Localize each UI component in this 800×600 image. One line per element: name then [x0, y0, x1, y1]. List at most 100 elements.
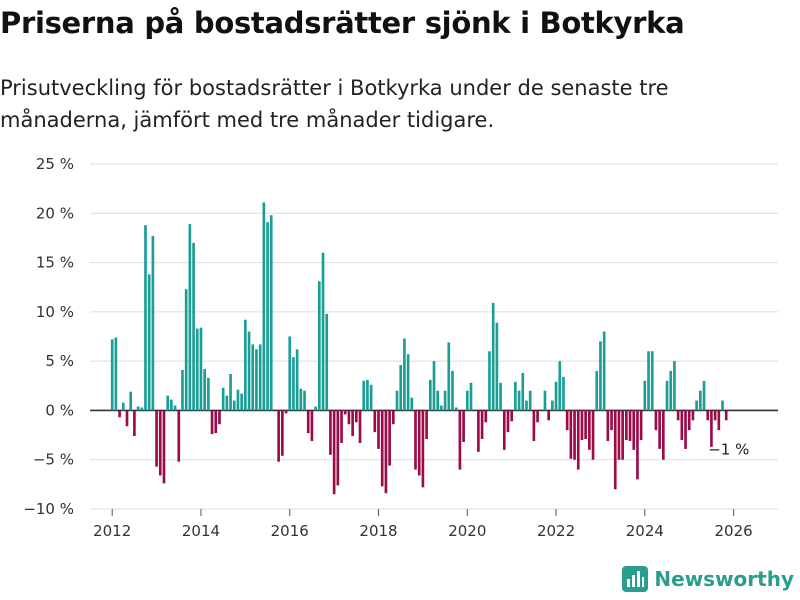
bar	[647, 351, 650, 411]
bar	[121, 402, 125, 411]
bar	[295, 349, 299, 411]
y-tick-label: −10 %	[23, 500, 74, 518]
bar	[454, 407, 458, 411]
bar	[310, 410, 314, 441]
bar	[166, 395, 170, 411]
bar	[599, 341, 602, 411]
bar	[277, 410, 280, 462]
bar	[469, 382, 473, 411]
bar	[443, 390, 447, 411]
bar	[188, 224, 192, 411]
bar	[717, 410, 721, 431]
bar-chart: −10 % −5 % 0 % 5 % 10 % 15 % 20 % 25 % 2012 2014…	[23, 155, 778, 540]
bar	[158, 410, 162, 476]
bar	[210, 410, 214, 435]
bar	[658, 410, 661, 449]
bar	[318, 281, 321, 411]
bar	[321, 252, 325, 411]
bar	[114, 337, 118, 411]
bar	[336, 410, 340, 486]
brand-name: Newsworthy	[654, 567, 794, 591]
x-tick-label: 2024	[626, 522, 664, 540]
y-tick-label: 20 %	[36, 204, 74, 222]
bar	[528, 390, 532, 411]
bar	[662, 410, 665, 460]
bar	[347, 410, 351, 425]
bar	[214, 410, 218, 434]
bar	[144, 225, 147, 411]
bar	[292, 357, 295, 411]
bar	[232, 400, 236, 411]
bar	[458, 410, 462, 470]
bar	[724, 410, 728, 421]
bar	[447, 342, 451, 411]
bar	[221, 387, 225, 411]
bar	[502, 410, 506, 450]
x-tick-label: 2014	[182, 522, 220, 540]
bar	[251, 344, 255, 411]
bar	[299, 388, 303, 411]
bar	[428, 379, 432, 411]
bar	[684, 410, 687, 449]
bar	[673, 361, 676, 411]
bar	[676, 410, 680, 421]
bar	[606, 410, 610, 441]
bar	[303, 390, 306, 411]
bar	[565, 410, 569, 431]
bar	[432, 361, 436, 411]
bar	[514, 381, 517, 411]
bar	[184, 289, 188, 411]
bar	[391, 410, 395, 425]
bar	[654, 410, 658, 431]
bar	[488, 351, 491, 411]
bar	[536, 410, 539, 423]
bar	[551, 400, 554, 411]
x-tick-label: 2012	[93, 522, 131, 540]
bar	[236, 389, 240, 411]
x-axis-ticks: 2012 2014 2016 2018 2020 2022 2024 2026	[93, 509, 753, 540]
bar	[325, 313, 329, 411]
y-tick-label: 0 %	[45, 401, 74, 419]
bar	[588, 410, 591, 450]
bar	[632, 410, 636, 450]
bar	[562, 376, 565, 411]
bar	[258, 344, 262, 411]
newsworthy-brand[interactable]: Newsworthy	[622, 564, 794, 594]
y-tick-label: 15 %	[36, 254, 74, 272]
x-tick-label: 2020	[448, 522, 486, 540]
bar	[288, 336, 292, 411]
bar	[602, 331, 606, 411]
bar	[477, 410, 480, 452]
bar	[406, 354, 410, 411]
bar	[255, 349, 258, 411]
bar	[451, 371, 454, 411]
bar	[680, 410, 684, 440]
bar	[569, 410, 573, 459]
bar-chart-logo-icon	[622, 566, 649, 592]
bar	[373, 410, 377, 433]
bar	[558, 361, 562, 411]
bar	[628, 410, 632, 441]
bar	[521, 372, 525, 411]
bar	[625, 410, 628, 440]
bar	[702, 380, 706, 411]
bar	[462, 410, 465, 442]
bar	[332, 410, 336, 495]
bar	[465, 390, 469, 411]
bar	[554, 381, 558, 411]
bar	[698, 390, 702, 411]
bar	[388, 410, 391, 466]
bar	[229, 373, 232, 411]
x-tick-label: 2018	[359, 522, 397, 540]
bar	[425, 410, 428, 440]
bar	[713, 410, 717, 421]
bar	[639, 410, 643, 440]
bar	[506, 410, 510, 433]
bar	[643, 380, 647, 411]
bar	[177, 410, 181, 462]
x-tick-label: 2016	[271, 522, 309, 540]
bar	[399, 365, 403, 411]
bar	[377, 410, 380, 449]
bar	[136, 406, 140, 411]
bar	[195, 328, 199, 411]
